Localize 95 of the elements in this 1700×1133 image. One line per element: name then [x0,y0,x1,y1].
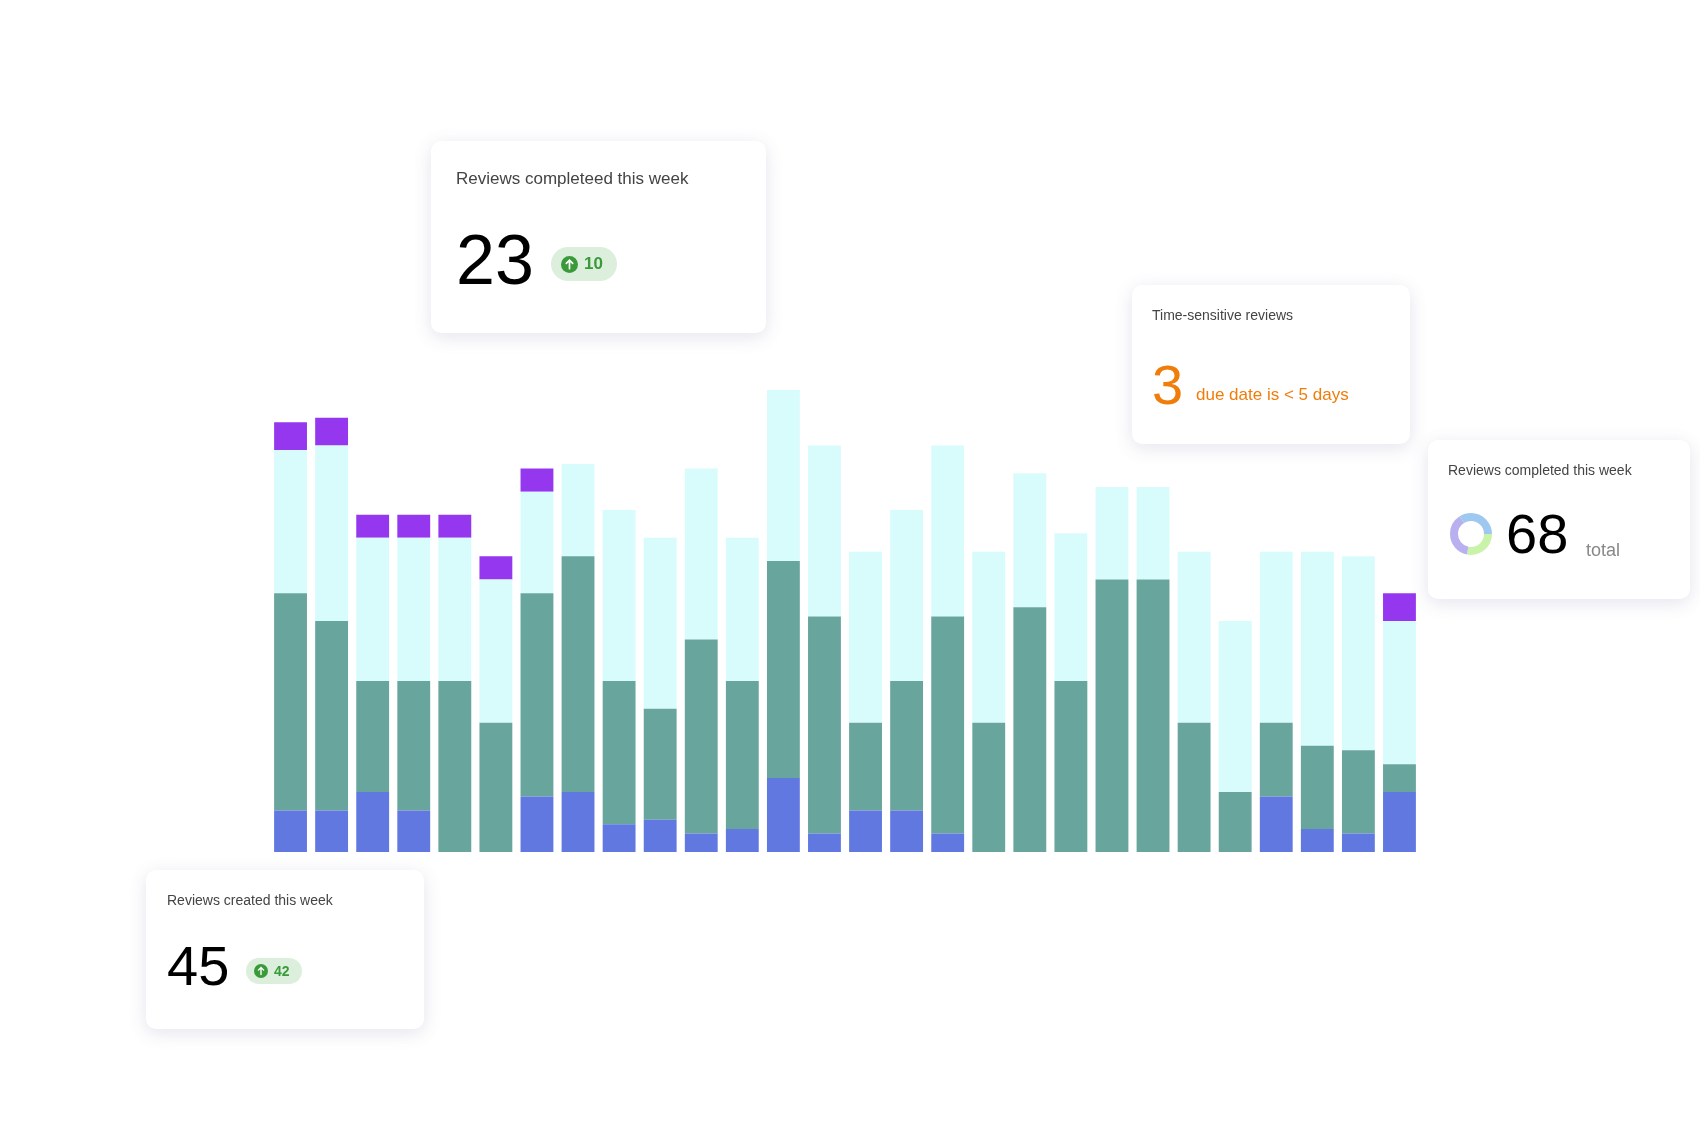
bar [315,417,349,446]
bar [1259,796,1293,852]
bar [725,537,759,682]
bar [890,681,924,811]
bar [1383,791,1416,852]
bar [725,681,759,829]
bar [356,514,390,538]
bar [849,722,882,811]
bar [1300,828,1334,852]
bar [356,537,390,682]
bar [1383,621,1416,765]
bar [766,778,800,852]
bar [808,833,841,852]
bar [1218,791,1252,852]
bar [931,833,965,852]
text: Reviews completed this week [1448,462,1632,478]
bar [397,514,431,538]
bar [1013,473,1047,608]
bar [1095,487,1129,580]
bar [972,551,1006,723]
bar [602,824,636,852]
bar [1177,722,1211,852]
bar [274,422,307,451]
text: Reviews created this week [167,892,333,908]
bar [1054,681,1088,852]
bar [479,579,513,723]
bar [684,639,718,834]
bar [643,819,677,852]
bar [315,621,349,811]
bar [1259,551,1293,723]
bar [520,468,554,492]
text: 23 [456,221,534,299]
bar [1095,579,1129,852]
bar [1300,745,1334,829]
bar [397,681,431,811]
annotation: 3 [1152,353,1184,416]
bar [315,445,349,621]
bar [397,810,431,852]
bar [1013,607,1047,852]
bar [356,791,390,852]
bar [1383,593,1416,621]
bar [1218,621,1252,792]
bar [766,560,800,779]
bar [1341,556,1375,751]
bar [274,810,307,852]
bar [274,593,307,811]
bar [561,463,595,557]
bar [890,510,924,682]
text: 10 [584,254,603,274]
bar [602,681,636,825]
bar [849,551,882,723]
bar [931,616,965,834]
bar [438,514,472,538]
text: Time-sensitive reviews [1152,307,1294,323]
bar [1341,833,1375,852]
bar [684,468,718,640]
bar [315,810,349,852]
text: Reviews completeed this week [456,169,689,189]
bar [479,722,513,852]
text: total [1586,540,1621,561]
bar [356,681,390,792]
bar [1300,551,1334,746]
bar [1136,579,1170,852]
bar [1136,487,1170,580]
bar [849,810,882,852]
bar [972,722,1006,852]
bar [808,616,841,834]
bar [438,681,472,852]
bar [931,445,965,617]
bar [1341,750,1375,834]
bar [1177,551,1211,723]
text: 42 [274,963,290,979]
bar [1383,764,1416,792]
bar [684,833,718,852]
bar [397,537,431,682]
bar [274,450,307,594]
bar [766,390,800,561]
bar [643,537,677,709]
bar [725,828,759,852]
text: 68 [1506,502,1569,565]
bar [602,510,636,682]
bar [520,491,554,594]
bar [890,810,924,852]
bar [643,708,677,820]
bar [520,796,554,852]
bar [561,556,595,792]
annotation: due date is < 5 days [1196,385,1349,405]
bar [1054,533,1088,682]
bar [1259,722,1293,797]
bar [520,593,554,797]
bar [561,791,595,852]
bar [438,537,472,682]
bar [808,445,841,617]
bar [479,556,513,580]
text: 45 [167,934,230,997]
